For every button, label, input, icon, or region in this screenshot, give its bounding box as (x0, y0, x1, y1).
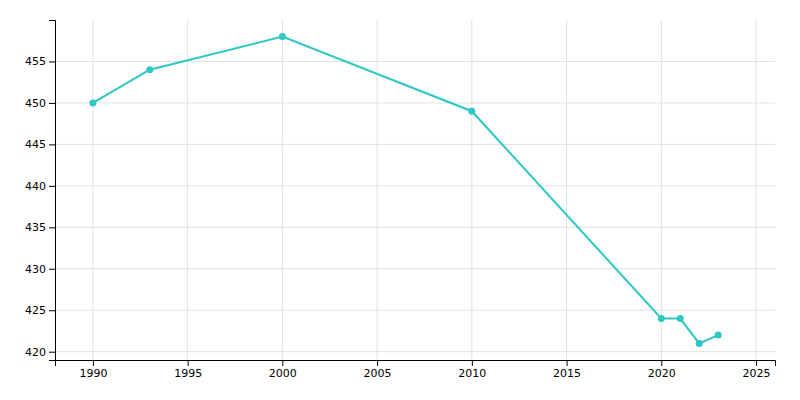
grid-line (471, 20, 472, 360)
tick-mark (49, 103, 55, 104)
tick-mark (282, 360, 283, 366)
point (715, 332, 722, 339)
tick: 435 (25, 221, 55, 234)
grid-line (55, 102, 775, 103)
tick: 2000 (269, 360, 297, 380)
tick-mark (472, 360, 473, 366)
tick-label: 2015 (553, 367, 581, 380)
tick: 425 (25, 304, 55, 317)
grid-line (566, 20, 567, 360)
tick-mark (49, 186, 55, 187)
tick-mark (377, 360, 378, 366)
line (93, 37, 718, 344)
tick-mark (49, 144, 55, 145)
grid-line (187, 20, 188, 360)
point (89, 99, 96, 106)
series (89, 33, 721, 347)
point (468, 108, 475, 115)
tick-mark (49, 352, 55, 353)
tick: 1995 (174, 360, 202, 380)
tick: 2020 (648, 360, 676, 380)
tick-mark (188, 360, 189, 366)
tick-label: 2005 (364, 367, 392, 380)
plot: 1990 1995 2000 2005 2010 2015 2020 2025 420 425 43… (25, 20, 776, 380)
grid-line (55, 268, 775, 269)
point (677, 315, 684, 322)
tick: 455 (25, 55, 55, 68)
tick-mark (49, 310, 55, 311)
tick-mark (49, 227, 55, 228)
tick-mark (661, 360, 662, 366)
tick: 1990 (79, 360, 107, 380)
tick-label: 435 (25, 221, 46, 234)
tick-label: 2025 (743, 367, 771, 380)
tick: 440 (25, 180, 55, 193)
grid-line (377, 20, 378, 360)
grid-line (55, 227, 775, 228)
tick-mark (567, 360, 568, 366)
grid-line (92, 20, 93, 360)
tick: 445 (25, 138, 55, 151)
grid-line (55, 144, 775, 145)
grid-line (55, 185, 775, 186)
y-axis: 420 425 430 435 440 445 450 455 (25, 21, 56, 361)
grid-line (55, 61, 775, 62)
grid-line (756, 20, 757, 360)
grid-line (55, 351, 775, 352)
tick-label: 455 (25, 55, 46, 68)
tick-label: 1990 (79, 367, 107, 380)
tick-label: 1995 (174, 367, 202, 380)
point (696, 340, 703, 347)
tick-label: 445 (25, 138, 46, 151)
tick: 2010 (458, 360, 486, 380)
axis-line (49, 21, 56, 361)
tick-mark (756, 360, 757, 366)
tick-label: 430 (25, 263, 46, 276)
grid-line (661, 20, 662, 360)
axis-line (56, 361, 776, 367)
tick: 2025 (743, 360, 771, 380)
tick: 450 (25, 97, 55, 110)
x-axis: 1990 1995 2000 2005 2010 2015 2020 2025 (56, 360, 776, 380)
point (658, 315, 665, 322)
tick-mark (49, 61, 55, 62)
tick-mark (93, 360, 94, 366)
tick: 430 (25, 263, 55, 276)
grid-line (55, 310, 775, 311)
tick-mark (49, 269, 55, 270)
tick: 2005 (364, 360, 392, 380)
point (279, 33, 286, 40)
tick: 420 (25, 346, 55, 359)
tick-label: 450 (25, 97, 46, 110)
point (146, 66, 153, 73)
tick-label: 420 (25, 346, 46, 359)
tick: 2015 (553, 360, 581, 380)
grid-line (282, 20, 283, 360)
tick-label: 2000 (269, 367, 297, 380)
grid (55, 20, 775, 360)
tick-label: 440 (25, 180, 46, 193)
tick-label: 2010 (458, 367, 486, 380)
tick-label: 2020 (648, 367, 676, 380)
chart: 1990 1995 2000 2005 2010 2015 2020 2025 420 425 43… (0, 0, 800, 400)
tick-label: 425 (25, 304, 46, 317)
